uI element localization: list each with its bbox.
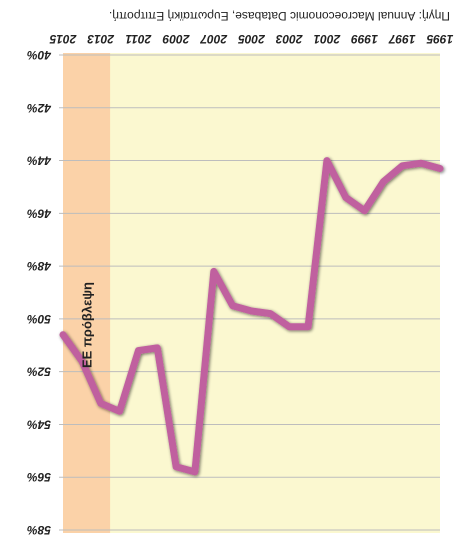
data-point <box>268 312 272 316</box>
x-tick-label: 2015 <box>49 32 77 46</box>
data-point <box>419 161 423 165</box>
y-tick-label: 58% <box>27 523 51 537</box>
y-tick-label: 44% <box>27 154 52 168</box>
data-point <box>212 269 216 273</box>
x-tick-label: 2003 <box>276 32 304 46</box>
y-tick-label: 46% <box>27 206 52 220</box>
chart-title: Πηγή: Annual Macroeconomic Database, Ευρ… <box>109 9 450 23</box>
data-point <box>400 164 404 168</box>
x-tick-label: 1997 <box>388 32 416 46</box>
data-point <box>136 349 140 353</box>
x-tick-label: 1999 <box>351 32 378 46</box>
data-point <box>325 159 329 163</box>
data-point <box>231 304 235 308</box>
data-point <box>80 359 84 363</box>
projection-label: ΕΕ πρόβλεψη <box>80 282 95 368</box>
data-point <box>381 180 385 184</box>
text-layer: 40% 42% 44% 46% 48% 50% 52% 54% 56% 58% 1995 1997 19… <box>27 9 454 537</box>
x-tick-label: 2009 <box>162 32 190 46</box>
y-tick-label: 54% <box>27 417 51 431</box>
y-tick-label: 52% <box>27 365 51 379</box>
y-tick-label: 50% <box>27 312 51 326</box>
x-tick-label: 2001 <box>313 32 341 46</box>
data-point <box>438 166 442 170</box>
projection-shade <box>63 53 111 533</box>
data-point <box>193 470 197 474</box>
y-tick-label: 48% <box>27 259 52 273</box>
data-point <box>174 465 178 469</box>
data-point <box>287 325 291 329</box>
plot-layer <box>59 53 444 533</box>
y-tick-label: 42% <box>27 101 52 115</box>
x-tick-label: 2007 <box>199 32 228 46</box>
data-point <box>363 209 367 213</box>
x-tick-label: 2013 <box>87 32 115 46</box>
plot-background <box>63 53 440 533</box>
data-point <box>250 309 253 313</box>
data-point <box>118 409 122 413</box>
data-point <box>344 196 348 199</box>
data-point <box>155 346 159 350</box>
x-tick-label: 2005 <box>238 32 266 46</box>
y-tick-label: 56% <box>27 470 51 484</box>
data-point <box>99 401 103 405</box>
data-point <box>306 325 310 329</box>
x-tick-label: 2011 <box>125 32 152 46</box>
y-tick-label: 40% <box>27 48 52 62</box>
x-tick-label: 1995 <box>426 32 453 46</box>
data-point <box>61 333 65 337</box>
